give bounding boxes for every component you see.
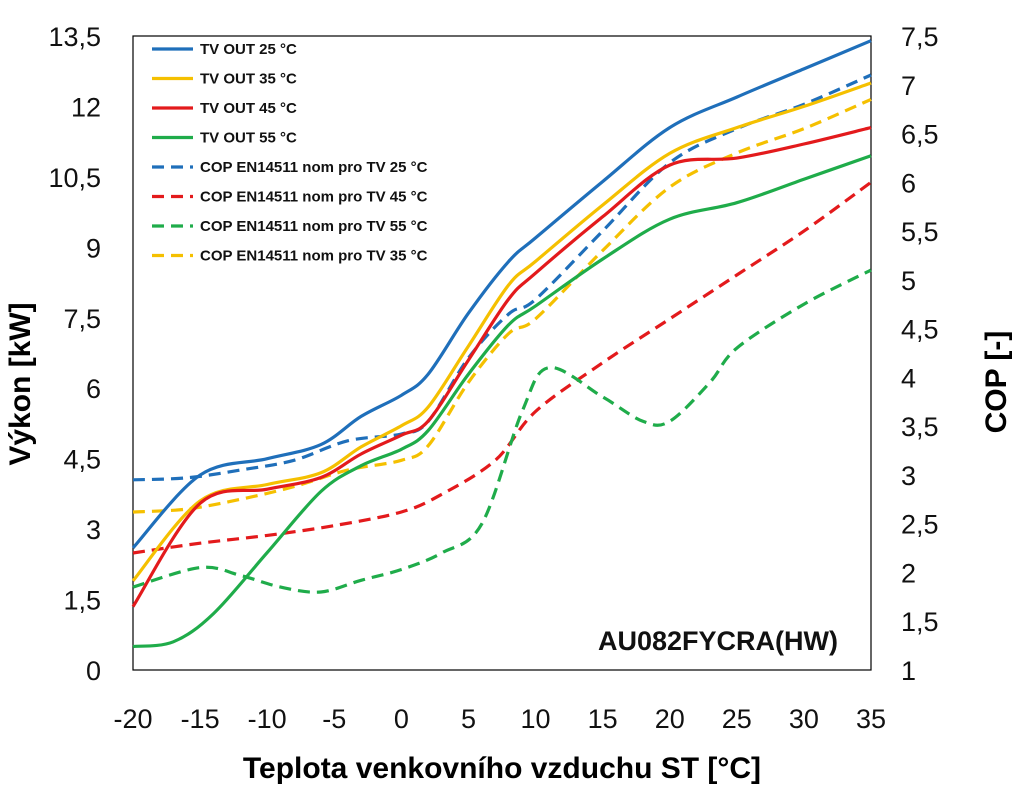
y-tick-label: 10,5: [48, 163, 101, 193]
y-tick-label: 13,5: [48, 22, 101, 52]
legend: TV OUT 25 °C TV OUT 35 °C TV OUT 45 °C TV O…: [152, 41, 428, 265]
y2-axis-title: COP [-]: [980, 331, 1013, 434]
y2-tick-label: 2: [901, 558, 916, 588]
y2-tick-label: 4: [901, 363, 916, 393]
x-tick-labels: -20 -15 -10 -5 0 5 10 15 20 25 30 35: [113, 704, 886, 734]
legend-label: COP EN14511 nom pro TV 35 °C: [200, 248, 428, 265]
y2-tick-label: 5,5: [901, 217, 939, 247]
legend-label: TV OUT 35 °C: [200, 71, 297, 88]
series-line-3: [131, 126, 872, 608]
x-tick-label: -5: [322, 704, 346, 734]
y2-tick-label: 7,5: [901, 22, 939, 52]
x-tick-label: 5: [461, 704, 476, 734]
y-tick-label: 6: [86, 374, 101, 404]
y2-tick-label: 1: [901, 656, 916, 686]
y2-tick-label: 2,5: [901, 510, 939, 540]
y2-tick-labels: 1 1,5 2 2,5 3 3,5 4 4,5 5 5,5 6 6,5 7 7,5: [901, 22, 939, 686]
series-line-2: [131, 81, 872, 582]
legend-label: TV OUT 25 °C: [200, 41, 297, 58]
legend-label: COP EN14511 nom pro TV 45 °C: [200, 189, 428, 206]
y2-tick-label: 6: [901, 168, 916, 198]
x-tick-label: 25: [722, 704, 752, 734]
y-axis-title: Výkon [kW]: [4, 302, 37, 465]
y2-tick-label: 1,5: [901, 607, 939, 637]
y-tick-label: 7,5: [63, 304, 101, 334]
series-line-7: [132, 268, 872, 594]
legend-label: COP EN14511 nom pro TV 55 °C: [200, 218, 428, 235]
y-tick-label: 12: [71, 92, 101, 122]
y-tick-labels: 0 1,5 3 4,5 6 7,5 9 10,5 12 13,5: [48, 22, 101, 686]
x-tick-label: -10: [248, 704, 287, 734]
y2-tick-label: 3: [901, 461, 916, 491]
series-line-1: [131, 39, 872, 549]
x-tick-label: 20: [655, 704, 685, 734]
x-tick-label: 30: [789, 704, 819, 734]
y-tick-label: 9: [86, 233, 101, 263]
series-line-6: [132, 181, 872, 555]
legend-label: TV OUT 45 °C: [200, 100, 297, 117]
y-tick-label: 1,5: [63, 586, 101, 616]
x-tick-label: -15: [181, 704, 220, 734]
x-tick-label: 10: [521, 704, 551, 734]
x-tick-label: 35: [856, 704, 886, 734]
y-tick-label: 0: [86, 656, 101, 686]
series-line-5: [132, 73, 872, 482]
legend-label: COP EN14511 nom pro TV 25 °C: [200, 159, 428, 176]
model-annotation: AU082FYCRA(HW): [598, 626, 838, 656]
y2-tick-label: 4,5: [901, 315, 939, 345]
x-axis-title: Teplota venkovního vzduchu ST [°C]: [243, 752, 761, 785]
curves: [131, 39, 872, 649]
x-tick-label: -20: [113, 704, 152, 734]
series-line-4: [132, 154, 872, 649]
x-tick-label: 15: [588, 704, 618, 734]
x-tick-label: 0: [394, 704, 409, 734]
y-tick-label: 4,5: [63, 445, 101, 475]
legend-label: TV OUT 55 °C: [200, 130, 297, 147]
y2-tick-label: 6,5: [901, 120, 939, 150]
y2-tick-label: 3,5: [901, 412, 939, 442]
plot-frame: [132, 35, 872, 671]
y2-tick-label: 7: [901, 71, 916, 101]
y-tick-label: 3: [86, 515, 101, 545]
y2-tick-label: 5: [901, 266, 916, 296]
